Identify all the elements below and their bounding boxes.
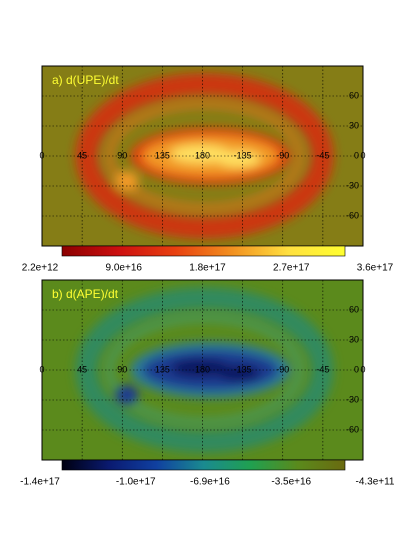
y-tick-label: 0 [354,364,359,374]
y-tick-label: 0 [354,150,359,160]
y-tick-label: -30 [346,394,359,404]
y-tick-label: 60 [349,304,359,314]
y-tick-label: -60 [346,424,359,434]
colorbar [61,245,346,257]
colorbar-tick-label: 2.2e+12 [22,263,59,274]
x-tick-label: -135 [234,364,252,374]
x-tick-label: 180 [195,364,210,374]
colorbar-tick-label: 3.6e+17 [357,263,394,274]
x-tick-label: 180 [195,150,210,160]
colorbar-tick-label: -4.3e+11 [355,477,394,488]
x-tick-label: 90 [117,150,127,160]
core-hot [216,365,261,381]
core-hot [170,359,231,377]
colorbar-tick-label: 1.8e+17 [189,263,226,274]
x-tick-label: -135 [234,150,252,160]
core-hot [170,145,231,163]
y-tick-label: 60 [349,90,359,100]
x-tick-label: 135 [155,150,170,160]
colorbar-tick-label: -3.5e+16 [271,477,311,488]
x-tick-label: -45 [316,364,329,374]
x-tick-label: 135 [155,364,170,374]
core-hot [216,151,261,167]
colorbar [61,459,346,471]
colorbar-tick-label: 9.0e+16 [106,263,143,274]
y-tick-label: 30 [349,120,359,130]
y-tick-label: -60 [346,210,359,220]
colorbar-tick-label: -6.9e+16 [190,477,230,488]
x-tick-label: 45 [77,150,87,160]
x-tick-label: -90 [276,364,289,374]
x-tick-label: 45 [77,364,87,374]
colorbar-tick-label: 2.7e+17 [273,263,310,274]
west-blob [114,171,139,191]
x-tick-label: 90 [117,364,127,374]
y-tick-label: -30 [346,180,359,190]
panel-title: b) d(APE)/dt [52,287,119,301]
x-tick-label: -90 [276,150,289,160]
panel-title: a) d(UPE)/dt [52,73,119,87]
x-tick-label: -45 [316,150,329,160]
colorbar-tick-label: -1.4e+17 [20,477,60,488]
colorbar-tick-label: -1.0e+17 [116,477,156,488]
west-blob [114,385,139,405]
y-tick-label: 30 [349,334,359,344]
